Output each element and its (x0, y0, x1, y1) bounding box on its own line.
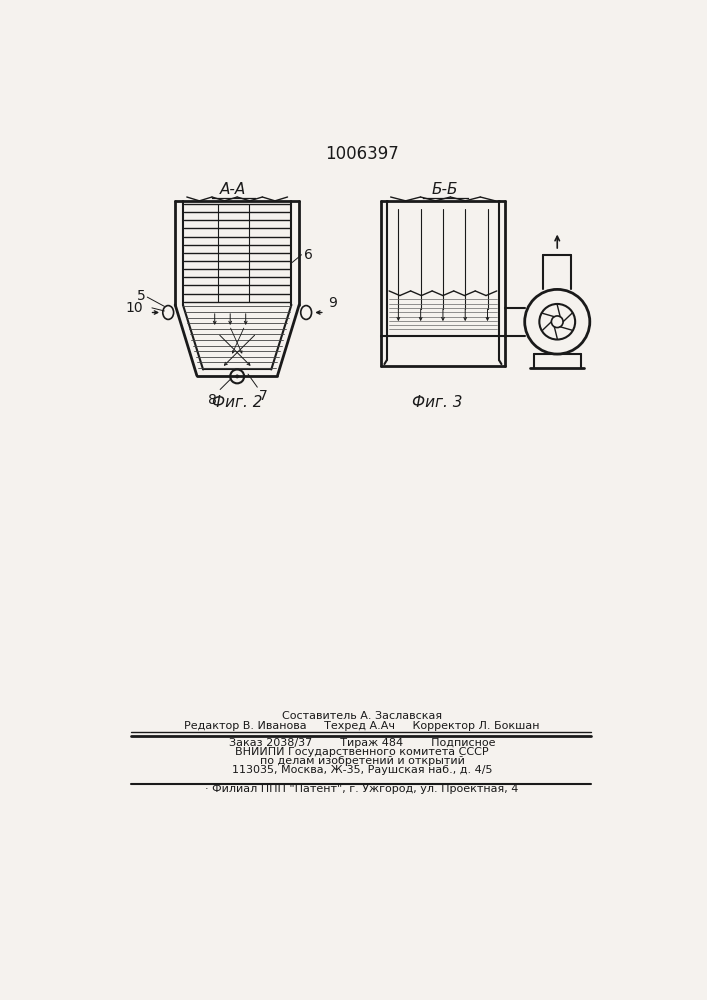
Text: Заказ 2038/37        Тираж 484        Подписное: Заказ 2038/37 Тираж 484 Подписное (228, 738, 495, 748)
Text: А-А: А-А (220, 182, 247, 197)
Text: 8: 8 (208, 393, 217, 407)
Text: 5: 5 (137, 289, 146, 303)
Text: 10: 10 (125, 301, 143, 315)
Text: 9: 9 (328, 296, 337, 310)
Text: 1006397: 1006397 (325, 145, 399, 163)
Text: · Филиал ППП "Патент", г. Ужгород, ул. Проектная, 4: · Филиал ППП "Патент", г. Ужгород, ул. П… (205, 784, 519, 794)
Text: ВНИИПИ Государственного комитета СССР: ВНИИПИ Государственного комитета СССР (235, 747, 489, 757)
Text: Фиг. 3: Фиг. 3 (412, 395, 462, 410)
Text: 113035, Москва, Ж-35, Раушская наб., д. 4/5: 113035, Москва, Ж-35, Раушская наб., д. … (232, 765, 492, 775)
Text: Составитель А. Заславская: Составитель А. Заславская (282, 711, 442, 721)
Text: Б-Б: Б-Б (432, 182, 458, 197)
Text: по делам изобретений и открытий: по делам изобретений и открытий (259, 756, 464, 766)
Text: Редактор В. Иванова     Техред А.Ач     Корректор Л. Бокшан: Редактор В. Иванова Техред А.Ач Корректо… (185, 721, 539, 731)
Text: 6: 6 (304, 248, 312, 262)
Text: Фиг. 2: Фиг. 2 (212, 395, 262, 410)
Text: 7: 7 (259, 389, 268, 403)
Circle shape (235, 374, 239, 378)
